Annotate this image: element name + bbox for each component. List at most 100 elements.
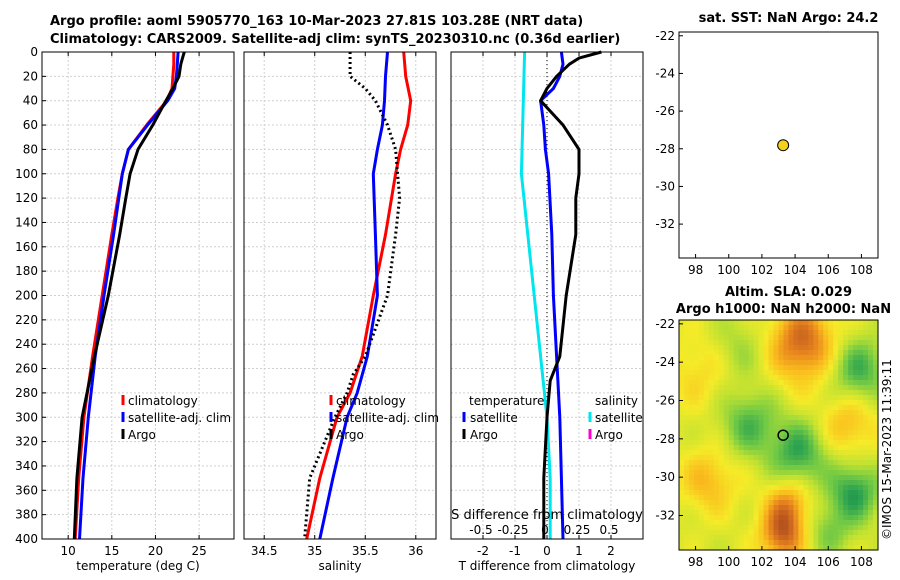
- sla-cell: [853, 515, 859, 521]
- sla-cell: [763, 355, 770, 361]
- sla-cell: [783, 505, 790, 511]
- sla-cell: [823, 330, 829, 336]
- sla-cell: [733, 485, 740, 491]
- sst-map-title: sat. SST: NaN Argo: 24.2: [699, 11, 879, 26]
- sla-cell: [728, 405, 735, 411]
- sla-cell: [858, 370, 864, 376]
- sla-cell: [848, 385, 854, 391]
- sla-cell: [818, 420, 824, 426]
- sla-cell: [773, 390, 780, 396]
- sla-cell: [688, 410, 695, 416]
- sla-cell: [858, 320, 864, 326]
- sla-cell: [853, 445, 859, 451]
- sla-cell: [863, 370, 869, 376]
- sla-cell: [728, 450, 735, 456]
- sla-cell: [858, 345, 864, 351]
- sla-cell: [703, 355, 710, 361]
- sla-cell: [718, 425, 725, 431]
- sla-cell: [848, 535, 854, 541]
- sla-cell: [808, 405, 814, 411]
- sla-cell: [738, 495, 745, 501]
- sla-cell: [788, 475, 795, 481]
- sla-cell: [813, 470, 819, 476]
- sla-cell: [773, 445, 780, 451]
- sla-cell: [698, 460, 705, 466]
- sla-cell: [788, 425, 795, 431]
- sla-cell: [823, 320, 829, 326]
- sla-cell: [773, 370, 780, 376]
- sla-cell: [703, 450, 710, 456]
- sla-cell: [743, 490, 750, 496]
- sla-cell: [773, 410, 780, 416]
- sla-cell: [748, 530, 755, 536]
- depth-tick-label: 20: [23, 69, 38, 83]
- sla-cell: [693, 390, 700, 396]
- sla-cell: [758, 350, 765, 356]
- sla-cell: [693, 330, 700, 336]
- sla-cell: [688, 525, 695, 531]
- sla-cell: [743, 320, 750, 326]
- sla-cell: [753, 330, 760, 336]
- sla-cell: [679, 425, 685, 431]
- sla-cell: [833, 460, 839, 466]
- sla-cell: [858, 365, 864, 371]
- sla-cell: [753, 510, 760, 516]
- sla-cell: [838, 455, 844, 461]
- sla-cell: [853, 385, 859, 391]
- sla-cell: [858, 420, 864, 426]
- sla-cell: [793, 450, 799, 456]
- sla-cell: [823, 440, 829, 446]
- sla-cell: [733, 450, 740, 456]
- sla-cell: [738, 370, 745, 376]
- sla-cell: [748, 450, 755, 456]
- sla-cell: [828, 450, 834, 456]
- sla-cell: [848, 460, 854, 466]
- sla-cell: [828, 340, 834, 346]
- sla-cell: [768, 415, 775, 421]
- sla-cell: [833, 515, 839, 521]
- sla-cell: [708, 540, 715, 546]
- sla-cell: [679, 350, 685, 356]
- sla-cell: [853, 340, 859, 346]
- sla-cell: [788, 370, 795, 376]
- sla-cell: [693, 420, 700, 426]
- sla-cell: [688, 465, 695, 471]
- sla-cell: [738, 395, 745, 401]
- sla-cell: [838, 495, 844, 501]
- sla-cell: [723, 530, 730, 536]
- sla-cell: [868, 505, 874, 511]
- sla-cell: [738, 390, 745, 396]
- sla-cell: [783, 360, 790, 366]
- sla-cell: [803, 330, 809, 336]
- sla-cell: [778, 545, 785, 551]
- sla-cell: [838, 545, 844, 551]
- sla-cell: [818, 320, 824, 326]
- sla-cell: [773, 330, 780, 336]
- sla-cell: [783, 340, 790, 346]
- sla-cell: [703, 420, 710, 426]
- sla-cell: [858, 435, 864, 441]
- sla-cell: [693, 370, 700, 376]
- sla-cell: [738, 410, 745, 416]
- sla-cell: [679, 340, 685, 346]
- sla-cell: [843, 480, 849, 486]
- sla-cell: [713, 395, 720, 401]
- sla-cell: [693, 540, 700, 546]
- sla-cell: [763, 520, 770, 526]
- sla-cell: [738, 355, 745, 361]
- sla-cell: [698, 505, 705, 511]
- sla-cell: [748, 350, 755, 356]
- sla-cell: [803, 485, 809, 491]
- sla-cell: [748, 415, 755, 421]
- sla-cell: [723, 380, 730, 386]
- sla-cell: [863, 485, 869, 491]
- sla-cell: [763, 395, 770, 401]
- sla-cell: [798, 430, 804, 436]
- sla-cell: [703, 515, 710, 521]
- sla-cell: [873, 370, 879, 376]
- sla-cell: [778, 485, 785, 491]
- sla-cell: [783, 325, 790, 331]
- sla-cell: [778, 480, 785, 486]
- sla-cell: [723, 485, 730, 491]
- sla-cell: [708, 450, 715, 456]
